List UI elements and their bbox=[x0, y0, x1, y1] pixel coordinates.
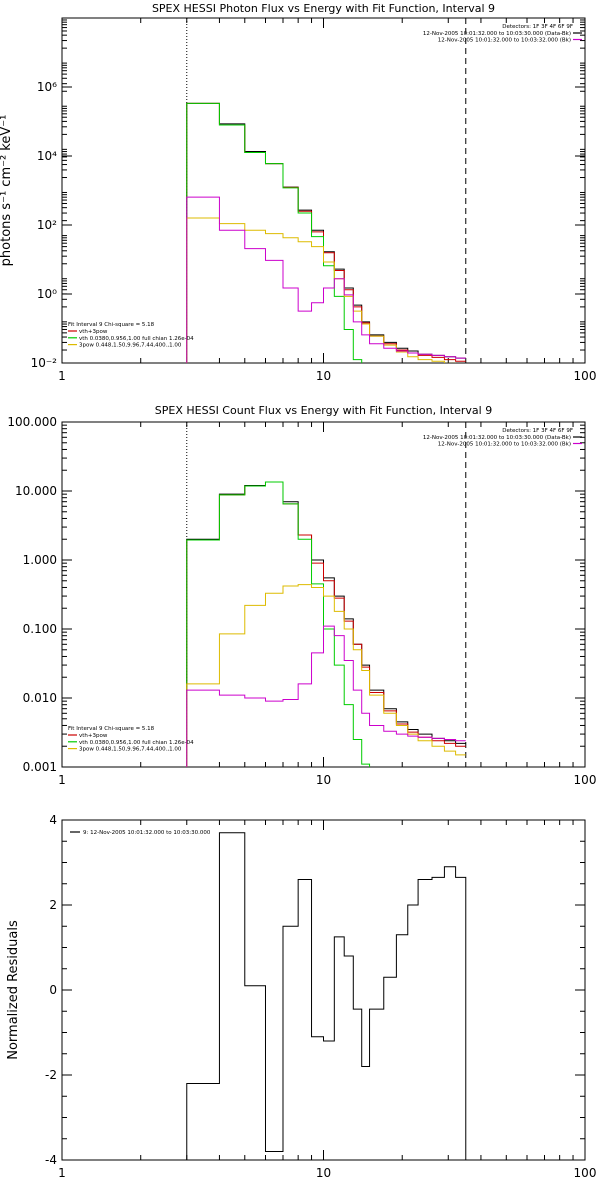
fit-legend-header: Fit Interval 9 Chi-square = 5.18 bbox=[68, 322, 155, 328]
legend-label: 3pow 0.448,1.50,9.96,7.44,400.,1.00 bbox=[79, 747, 182, 753]
legend-label: 3pow 0.448,1.50,9.96,7.44,400.,1.00 bbox=[79, 343, 182, 349]
y-tick-label: 0.100 bbox=[23, 622, 57, 636]
chart-title: SPEX HESSI Photon Flux vs Energy with Fi… bbox=[152, 2, 495, 15]
y-tick-label: 10⁴ bbox=[37, 149, 57, 163]
series-thermal bbox=[186, 481, 371, 767]
y-tick-label: 1.000 bbox=[23, 553, 57, 567]
y-axis-label: photons s⁻¹ cm⁻² keV⁻¹ bbox=[0, 115, 14, 267]
series-background bbox=[186, 196, 466, 363]
fit-legend-header: Fit Interval 9 Chi-square = 5.18 bbox=[68, 726, 155, 732]
y-tick-label: 4 bbox=[49, 813, 57, 827]
series-nonthermal bbox=[186, 217, 457, 363]
legend-label: 9: 12-Nov-2005 10:01:32.000 to 10:03:30.… bbox=[83, 830, 211, 836]
legend-label: 12-Nov-2005 10:01:32.000 to 10:03:32.000… bbox=[438, 442, 571, 448]
y-tick-label: 10⁶ bbox=[37, 80, 57, 94]
legend-label: vth 0.0380,0.956,1.00 full chian 1.26e-0… bbox=[79, 740, 194, 746]
x-tick-label: 1 bbox=[58, 1166, 66, 1180]
panel-2: SPEX HESSI Count Flux vs Energy with Fit… bbox=[7, 404, 597, 787]
x-tick-label: 100 bbox=[574, 1166, 597, 1180]
y-tick-label: -2 bbox=[45, 1068, 57, 1082]
y-tick-label: 0.010 bbox=[23, 691, 57, 705]
y-tick-label: 100.000 bbox=[7, 415, 57, 429]
series-nonthermal bbox=[186, 584, 466, 767]
legend-label: 12-Nov-2005 10:01:32.000 to 10:03:30.000… bbox=[423, 31, 571, 37]
legend-label: vth 0.0380,0.956,1.00 full chian 1.26e-0… bbox=[79, 336, 194, 342]
panel-3: 1 10 100 -4 -2 0 2 4 Normalized Residuals 9: 12-N… bbox=[6, 813, 597, 1180]
legend-header: Detectors: 1F 3F 4F 6F 9F bbox=[502, 24, 573, 30]
y-tick-label: 2 bbox=[49, 898, 57, 912]
x-tick-label: 100 bbox=[574, 369, 597, 383]
legend-header: Detectors: 1F 3F 4F 6F 9F bbox=[502, 428, 573, 434]
series-background bbox=[186, 625, 466, 767]
y-tick-label: 10² bbox=[37, 218, 57, 232]
x-tick-label: 10 bbox=[316, 773, 331, 787]
series-residuals bbox=[186, 832, 467, 1160]
legend-label: 12-Nov-2005 10:01:32.000 to 10:03:32.000… bbox=[438, 38, 571, 44]
y-tick-label: 10⁰ bbox=[37, 287, 57, 301]
legend-label: vth+3pow bbox=[79, 329, 108, 335]
series-thermal bbox=[186, 102, 363, 363]
x-tick-label: 10 bbox=[316, 369, 331, 383]
chart-title: SPEX HESSI Count Flux vs Energy with Fit… bbox=[155, 404, 492, 417]
x-tick-label: 1 bbox=[58, 369, 66, 383]
y-tick-label: 10⁻² bbox=[31, 356, 58, 370]
y-axis-label: Normalized Residuals bbox=[6, 920, 21, 1060]
x-tick-label: 100 bbox=[574, 773, 597, 787]
y-tick-label: -4 bbox=[45, 1153, 57, 1167]
plot-frame bbox=[61, 819, 586, 1161]
series-data bbox=[186, 102, 466, 363]
panel-1: SPEX HESSI Photon Flux vs Energy with Fi… bbox=[0, 2, 597, 383]
legend-label: 12-Nov-2005 10:01:32.000 to 10:03:30.000… bbox=[423, 435, 571, 441]
y-tick-label: 0.001 bbox=[23, 760, 57, 774]
plot-frame bbox=[61, 17, 586, 364]
x-tick-label: 10 bbox=[316, 1166, 331, 1180]
x-tick-label: 1 bbox=[58, 773, 66, 787]
y-tick-label: 10.000 bbox=[15, 484, 57, 498]
legend-label: vth+3pow bbox=[79, 733, 108, 739]
series-total bbox=[186, 102, 466, 363]
y-tick-label: 0 bbox=[49, 983, 57, 997]
